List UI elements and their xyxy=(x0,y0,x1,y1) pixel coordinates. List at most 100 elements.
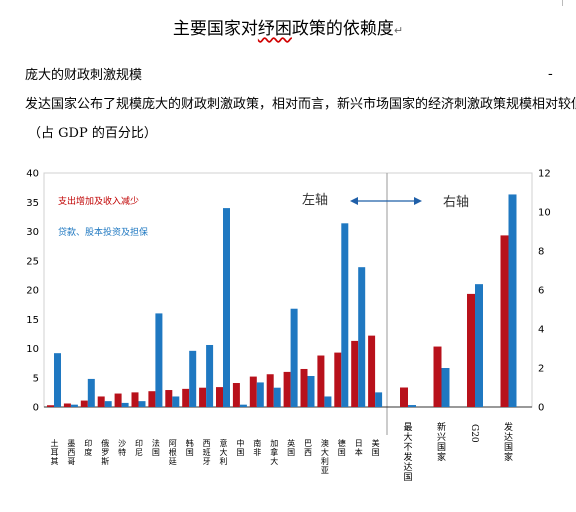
category-char: 尼 xyxy=(135,448,143,457)
bar-loans xyxy=(508,194,517,407)
left-tick-label: 15 xyxy=(26,315,39,326)
page-corner-mark xyxy=(562,0,576,6)
bar-spending xyxy=(199,387,207,407)
bar-spending xyxy=(148,391,156,407)
bar-spending xyxy=(300,368,308,407)
category-char: 国 xyxy=(437,442,446,453)
bar-loans xyxy=(189,350,197,407)
category-char: 新 xyxy=(437,421,446,433)
category-label: 沙特 xyxy=(118,439,126,457)
bar-loans xyxy=(307,375,315,407)
category-char: 国 xyxy=(236,448,244,457)
category-char: 牙 xyxy=(203,457,211,466)
bar-spending xyxy=(63,403,71,407)
category-char: 家 xyxy=(437,451,446,463)
category-char: 国 xyxy=(152,448,160,457)
bar-spending xyxy=(266,374,274,407)
legend-loans: 贷款、股本投资及担保 xyxy=(58,226,148,238)
paragraph-mark: ↵ xyxy=(393,24,404,37)
category-char: 中 xyxy=(236,438,244,448)
category-label: 最大不发达国 xyxy=(403,422,412,483)
bar-spending xyxy=(249,376,257,407)
bar-loans xyxy=(273,387,281,407)
category-char: 最 xyxy=(403,422,412,433)
category-char: 日 xyxy=(355,439,363,448)
category-char: 印 xyxy=(135,439,143,448)
bar-spending xyxy=(368,335,376,407)
category-label: 英国 xyxy=(287,438,295,457)
category-char: 耳 xyxy=(51,448,59,457)
left-tick-label: 40 xyxy=(26,169,39,180)
unit-note: （占 GDP 的百分比） xyxy=(28,126,157,141)
category-char: 沙 xyxy=(118,439,126,448)
category-label: 中国 xyxy=(236,438,244,457)
category-label: 发达国家 xyxy=(504,421,513,463)
category-char: 达 xyxy=(504,431,513,443)
category-label: 印度 xyxy=(84,439,92,457)
category-char: 拿 xyxy=(270,447,278,457)
category-label: 澳大利亚 xyxy=(321,438,329,475)
category-char: 法 xyxy=(152,438,160,448)
category-char: 国 xyxy=(186,448,194,457)
left-tick-label: 25 xyxy=(26,256,39,267)
bar-loans xyxy=(172,396,180,407)
category-char: 非 xyxy=(253,447,261,457)
category-char: 土 xyxy=(51,438,59,448)
category-char: 德 xyxy=(338,438,346,448)
bar-spending xyxy=(500,235,509,407)
category-char: 大 xyxy=(220,447,228,457)
category-char: 亚 xyxy=(321,466,329,475)
category-char: 度 xyxy=(84,447,92,457)
bar-loans xyxy=(239,404,247,407)
right-tick-label: 2 xyxy=(538,364,544,375)
category-char: 发 xyxy=(504,421,513,433)
bar-loans xyxy=(223,208,230,407)
category-char: 利 xyxy=(220,456,228,466)
category-char: 西 xyxy=(67,448,75,457)
category-char: 大 xyxy=(270,456,278,466)
bar-loans xyxy=(54,353,61,407)
category-char: 南 xyxy=(253,438,261,448)
category-label: 印尼 xyxy=(135,439,143,457)
bar-spending xyxy=(131,392,139,407)
chart-subtitle: 庞大的财政刺激规模 xyxy=(25,68,143,83)
left-tick-label: 30 xyxy=(26,227,39,238)
bar-spending xyxy=(433,346,442,407)
left-axis-ticks: 0 5 10 15 20 25 30 35 40 xyxy=(26,169,39,414)
category-char: 特 xyxy=(118,447,126,457)
category-char: 国 xyxy=(338,448,346,457)
bar-loans xyxy=(290,308,298,407)
bar-loans xyxy=(121,402,129,407)
category-char: 大 xyxy=(403,431,412,443)
category-labels: 土耳其墨西哥印度俄罗斯沙特印尼法国阿根廷韩国西班牙意大利中国南非加拿大英国巴西澳… xyxy=(51,421,514,483)
bar-spending xyxy=(182,388,190,407)
category-label: 意大利 xyxy=(220,438,228,466)
category-char: 利 xyxy=(321,456,329,466)
left-tick-label: 5 xyxy=(33,373,39,384)
bar-loans xyxy=(358,267,366,407)
left-tick-label: 0 xyxy=(33,403,39,414)
category-char: 加 xyxy=(270,438,278,448)
category-char: 国 xyxy=(403,472,412,483)
category-char: 阿 xyxy=(169,439,177,448)
chart-description: 发达国家公布了规模庞大的财政刺激政策，相对而言，新兴市场国家的经济刺激政策规模相… xyxy=(25,97,576,112)
bar-loans xyxy=(138,401,146,407)
category-label: 南非 xyxy=(253,438,261,457)
legend-spending: 支出增加及收入减少 xyxy=(58,195,139,207)
bar-loans xyxy=(256,382,264,407)
right-tick-label: 10 xyxy=(538,208,551,219)
bar-loans xyxy=(70,404,78,407)
page-title: 主要国家对纾困政策的依赖度↵ xyxy=(0,14,576,39)
category-char: 西 xyxy=(304,448,312,457)
bar-loans xyxy=(104,401,112,407)
left-tick-label: 10 xyxy=(26,344,39,355)
bar-spending xyxy=(283,371,291,407)
category-label: 韩国 xyxy=(186,438,194,457)
right-tick-label: 6 xyxy=(538,286,544,297)
category-label: 阿根廷 xyxy=(169,439,177,466)
left-tick-label: 35 xyxy=(26,198,39,209)
category-char: 俄 xyxy=(101,438,109,448)
bars-group xyxy=(47,194,517,407)
bar-loans xyxy=(206,344,214,407)
